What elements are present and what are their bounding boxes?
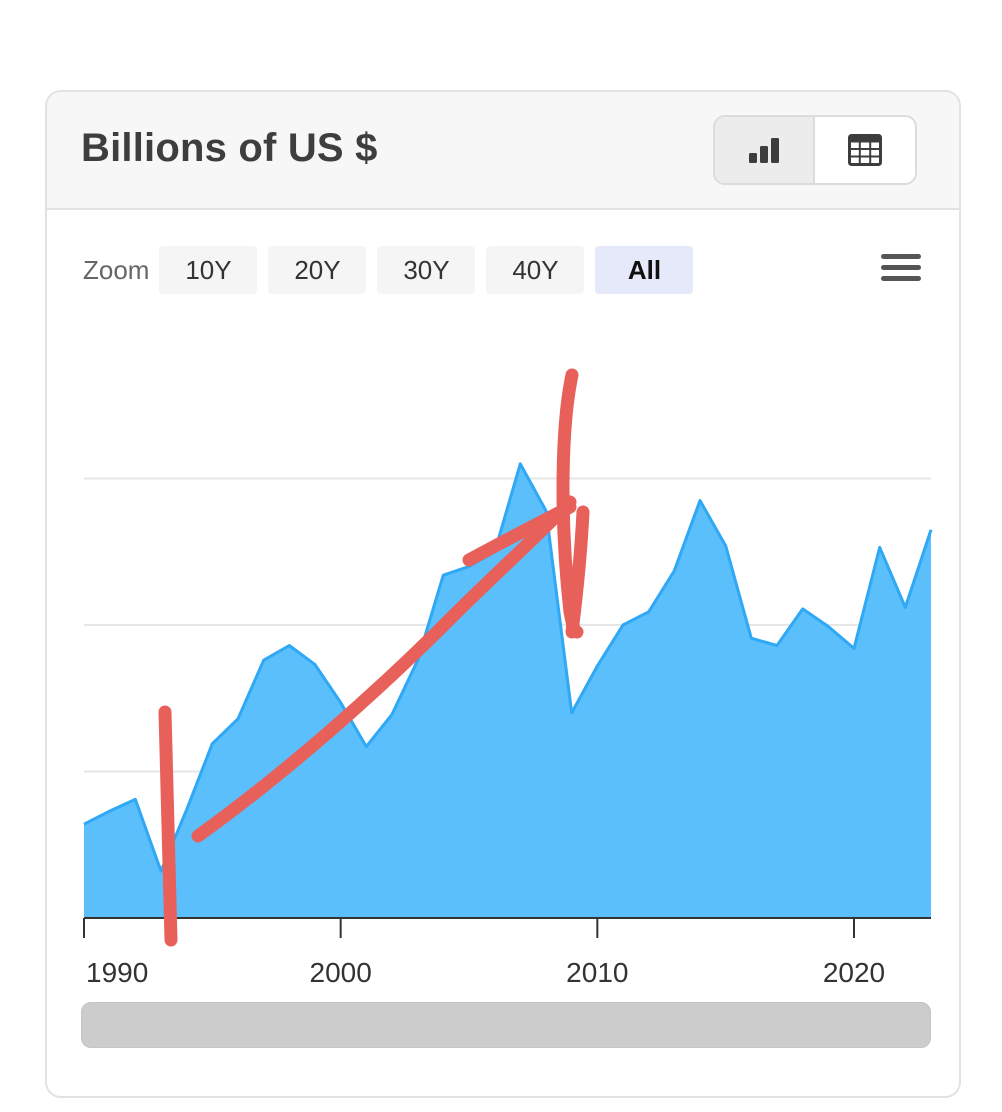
chart-view-button[interactable] xyxy=(715,117,815,183)
annotation-spike-mark xyxy=(565,505,590,639)
series-line xyxy=(83,462,933,873)
zoom-controls: Zoom 10Y 20Y 30Y 40Y All xyxy=(83,246,704,294)
hand-drawn-annotation xyxy=(158,368,590,947)
x-tick-label: 1990 xyxy=(86,957,148,988)
annotation-vertical-mark xyxy=(158,705,178,947)
chart-card: Billions of US $ xyxy=(45,90,961,1098)
data-area xyxy=(83,462,933,918)
x-tick-label: 2010 xyxy=(566,957,628,988)
hamburger-menu-icon[interactable] xyxy=(881,252,921,284)
zoom-label: Zoom xyxy=(83,254,150,285)
area-chart: 1990 2000 2010 2020 xyxy=(83,368,933,988)
area-fill xyxy=(84,463,931,918)
card-header: Billions of US $ xyxy=(47,92,959,210)
chart-title: Billions of US $ xyxy=(81,126,378,170)
view-toggle xyxy=(713,115,917,185)
zoom-30y-button[interactable]: 30Y xyxy=(377,246,476,294)
chart-navigator-scrollbar[interactable] xyxy=(81,1002,931,1048)
bar-chart-icon xyxy=(749,138,779,163)
annotation-arrow-shaft xyxy=(191,495,577,843)
zoom-10y-button[interactable]: 10Y xyxy=(159,246,258,294)
x-tick-label: 2000 xyxy=(310,957,372,988)
zoom-20y-button[interactable]: 20Y xyxy=(268,246,367,294)
zoom-all-button[interactable]: All xyxy=(595,246,694,294)
table-view-button[interactable] xyxy=(815,117,915,183)
x-tick-label: 2020 xyxy=(823,957,885,988)
x-axis: 1990 2000 2010 2020 xyxy=(83,917,931,988)
table-icon xyxy=(848,134,882,166)
zoom-40y-button[interactable]: 40Y xyxy=(486,246,585,294)
